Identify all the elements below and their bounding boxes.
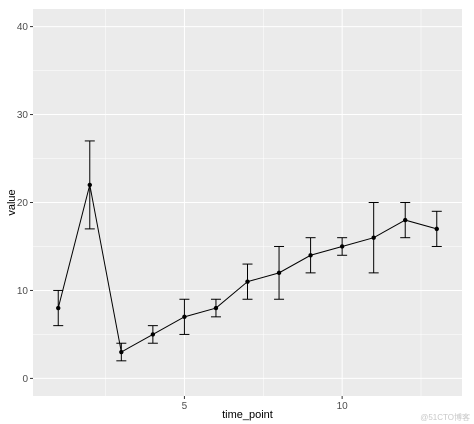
- data-points: [56, 182, 439, 355]
- data-point: [276, 270, 282, 276]
- x-tick-label: 5: [182, 401, 188, 412]
- y-axis-ticks: 0 10 20 30 40: [17, 22, 33, 385]
- data-point: [56, 305, 61, 311]
- data-point: [213, 305, 219, 311]
- y-tick-label: 40: [17, 22, 29, 33]
- data-point: [245, 279, 250, 284]
- data-point: [403, 217, 408, 223]
- data-point: [150, 332, 156, 337]
- y-axis-title: value: [6, 189, 18, 215]
- data-point: [434, 226, 439, 232]
- data-point: [371, 235, 376, 240]
- x-axis-title: time_point: [222, 409, 273, 421]
- y-tick-label: 30: [17, 110, 29, 121]
- y-tick-label: 0: [22, 374, 28, 385]
- y-tick-label: 20: [17, 198, 29, 209]
- data-point: [119, 349, 124, 355]
- data-point: [182, 314, 187, 320]
- y-tick-label: 10: [17, 286, 29, 297]
- watermark-text: @51CTO博客: [420, 412, 470, 422]
- x-tick-label: 10: [337, 401, 349, 412]
- data-point: [308, 253, 313, 258]
- x-axis-ticks: 5 10: [182, 396, 349, 412]
- data-point: [339, 244, 345, 249]
- data-point: [87, 182, 92, 188]
